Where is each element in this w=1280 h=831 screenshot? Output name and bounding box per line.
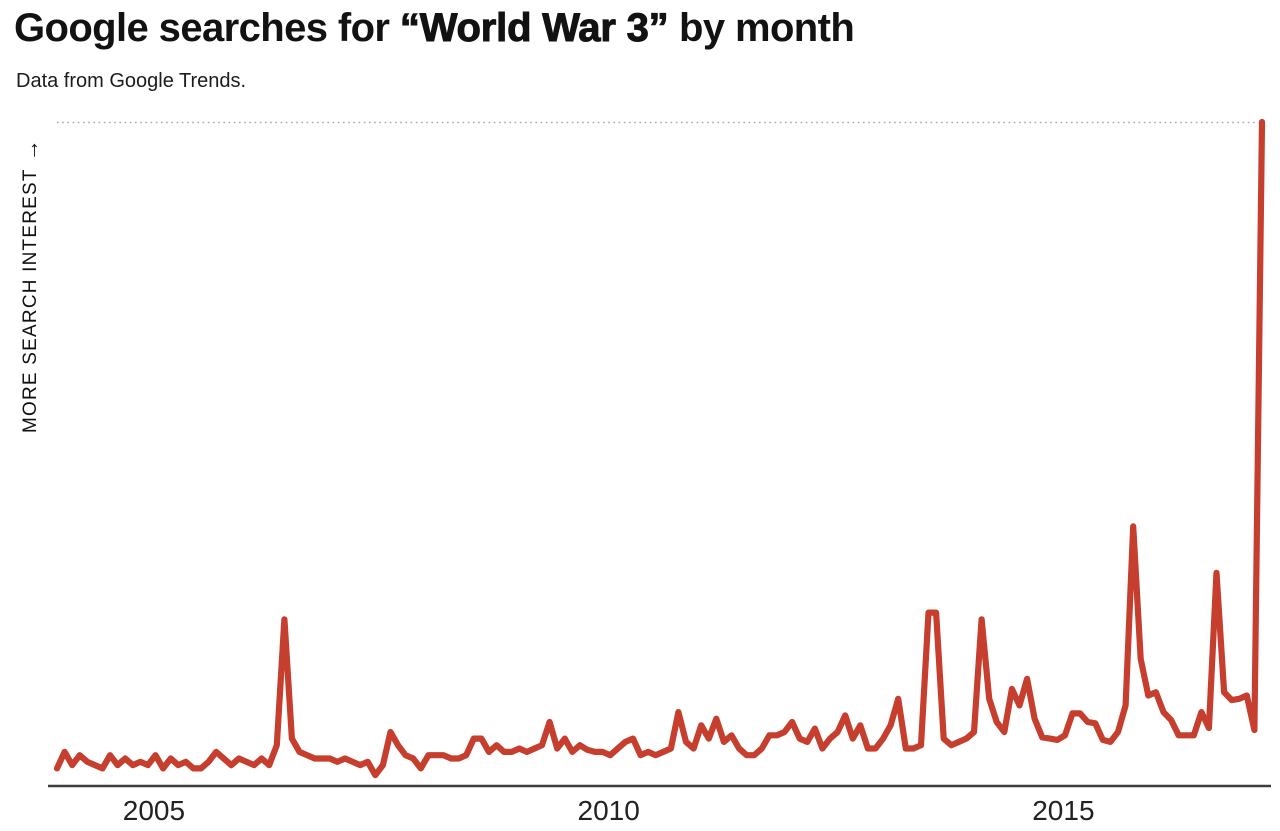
chart-title: Google searches for “World War 3” by mon…	[14, 6, 855, 51]
chart-title-prefix: Google searches for	[14, 6, 400, 50]
chart-subtitle: Data from Google Trends.	[16, 70, 247, 92]
chart-title-suffix: by month	[668, 6, 855, 50]
trend-line	[53, 118, 1266, 779]
x-tick-label-2015: 2015	[1032, 795, 1095, 826]
x-tick-label-2005: 2005	[122, 795, 186, 826]
x-tick-label-2010: 2010	[577, 795, 640, 826]
chart-title-emphasis: “World War 3”	[399, 6, 669, 51]
